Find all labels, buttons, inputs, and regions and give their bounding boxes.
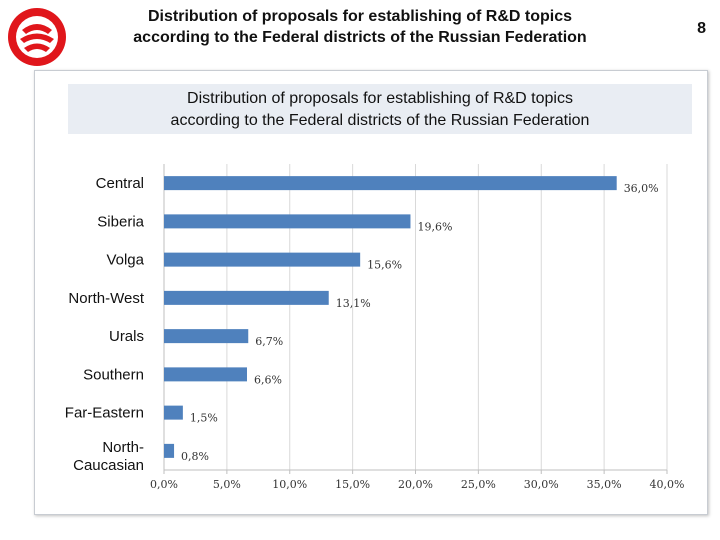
slide-title: Distribution of proposals for establishi… — [100, 6, 620, 48]
x-tick-label: 25,0% — [461, 478, 496, 491]
data-label: 15,6% — [367, 259, 402, 272]
x-tick-label: 0,0% — [150, 478, 178, 491]
bar — [164, 367, 247, 382]
y-tick-label: Southern — [83, 366, 144, 383]
bar — [164, 214, 411, 229]
bar — [164, 252, 361, 267]
x-tick-label: 30,0% — [524, 478, 559, 491]
chart-frame — [34, 70, 708, 515]
x-tick-label: 5,0% — [213, 478, 241, 491]
x-tick-label: 20,0% — [398, 478, 433, 491]
data-label: 6,6% — [254, 373, 282, 386]
chart-title-line-1: Distribution of proposals for establishi… — [187, 90, 573, 107]
x-tick-label: 10,0% — [272, 478, 307, 491]
data-label: 6,7% — [255, 335, 283, 348]
slide-title-line-2: according to the Federal districts of th… — [133, 29, 587, 46]
data-label: 1,5% — [190, 412, 218, 425]
chart-title-line-2: according to the Federal districts of th… — [170, 112, 590, 129]
data-label: 13,1% — [336, 297, 371, 310]
x-tick-label: 15,0% — [335, 478, 370, 491]
bar — [164, 176, 617, 191]
y-tick-label: North-West — [68, 290, 144, 307]
bar — [164, 443, 175, 458]
company-logo — [8, 8, 66, 66]
y-tick-label: Siberia — [97, 213, 144, 230]
y-tick-label: North-Caucasian — [73, 439, 144, 474]
data-label: 36,0% — [624, 182, 659, 195]
y-tick-label: Far-Eastern — [65, 405, 144, 422]
y-tick-label: Volga — [106, 252, 144, 269]
bar — [164, 290, 329, 305]
chart-title-band — [68, 84, 692, 134]
x-tick-label: 40,0% — [650, 478, 685, 491]
data-label: 19,6% — [417, 220, 452, 233]
bar — [164, 405, 183, 420]
y-tick-label: Urals — [109, 328, 144, 345]
x-tick-label: 35,0% — [587, 478, 622, 491]
chart-title: Distribution of proposals for establishi… — [68, 88, 692, 132]
y-tick-label: Central — [96, 175, 144, 192]
page-number: 8 — [697, 20, 706, 37]
slide-title-line-1: Distribution of proposals for establishi… — [147, 8, 572, 25]
data-label: 0,8% — [181, 450, 209, 463]
bar — [164, 329, 249, 344]
